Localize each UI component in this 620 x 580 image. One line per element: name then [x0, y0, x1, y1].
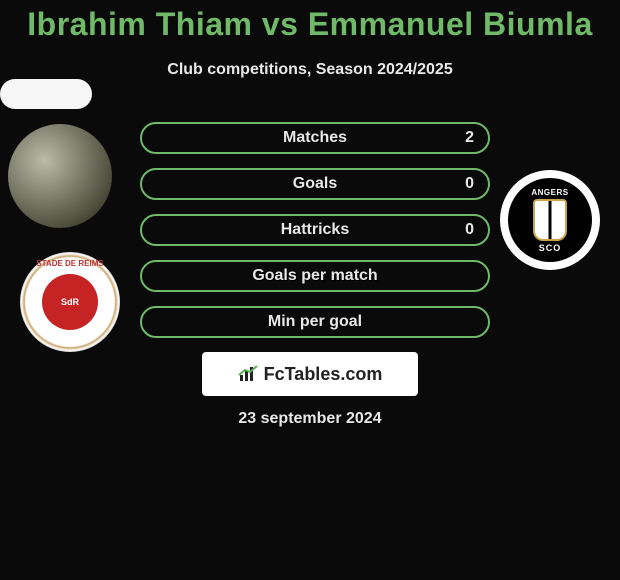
stat-label: Matches	[283, 129, 347, 147]
club-badge-right: ANGERS SCO	[500, 170, 600, 270]
stat-row-goals: Goals 0	[140, 168, 490, 200]
page-title: Ibrahim Thiam vs Emmanuel Biumla	[0, 0, 620, 43]
subtitle: Club competitions, Season 2024/2025	[0, 61, 620, 79]
stat-value-right: 0	[465, 221, 474, 239]
stat-row-hattricks: Hattricks 0	[140, 214, 490, 246]
stat-label: Hattricks	[281, 221, 349, 239]
stat-label: Goals	[293, 175, 337, 193]
club-right-label: SCO	[539, 243, 562, 253]
stat-row-matches: Matches 2	[140, 122, 490, 154]
comparison-card: Ibrahim Thiam vs Emmanuel Biumla Club co…	[0, 0, 620, 580]
club-left-arc-text: STADE DE REIMS	[21, 259, 119, 268]
stat-label: Goals per match	[252, 267, 377, 285]
player-left-photo	[8, 124, 112, 228]
date-label: 23 september 2024	[0, 410, 620, 428]
site-logo-text: FcTables.com	[264, 364, 383, 385]
bar-chart-icon	[238, 365, 260, 383]
club-right-arc-text: ANGERS	[531, 188, 568, 197]
stat-label: Min per goal	[268, 313, 362, 331]
stat-value-right: 2	[465, 129, 474, 147]
stat-rows: Matches 2 Goals 0 Hattricks 0 Goals per …	[140, 122, 490, 352]
stat-row-min-per-goal: Min per goal	[140, 306, 490, 338]
player-right-photo	[0, 79, 92, 109]
club-left-inner: SdR	[42, 274, 98, 330]
stat-row-goals-per-match: Goals per match	[140, 260, 490, 292]
site-logo: FcTables.com	[202, 352, 418, 396]
club-right-inner: ANGERS SCO	[508, 178, 592, 262]
club-badge-left: STADE DE REIMS SdR	[20, 252, 120, 352]
shield-icon	[533, 199, 567, 241]
stat-value-right: 0	[465, 175, 474, 193]
club-left-monogram: SdR	[61, 297, 79, 307]
